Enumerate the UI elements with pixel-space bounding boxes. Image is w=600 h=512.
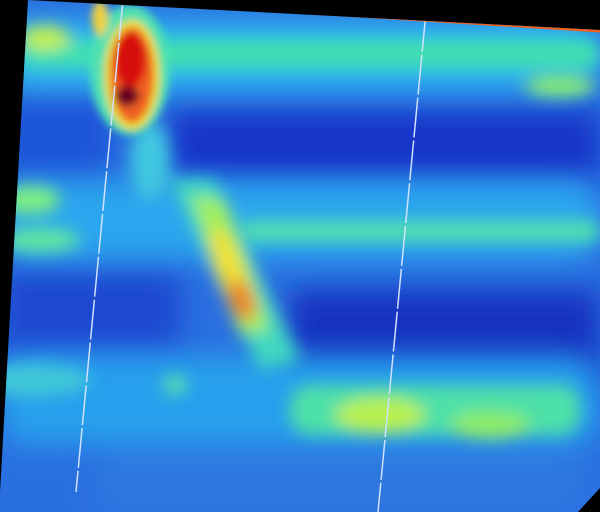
marker-line <box>75 0 124 493</box>
marker-line <box>377 11 427 512</box>
diagonal-streak <box>130 120 300 370</box>
